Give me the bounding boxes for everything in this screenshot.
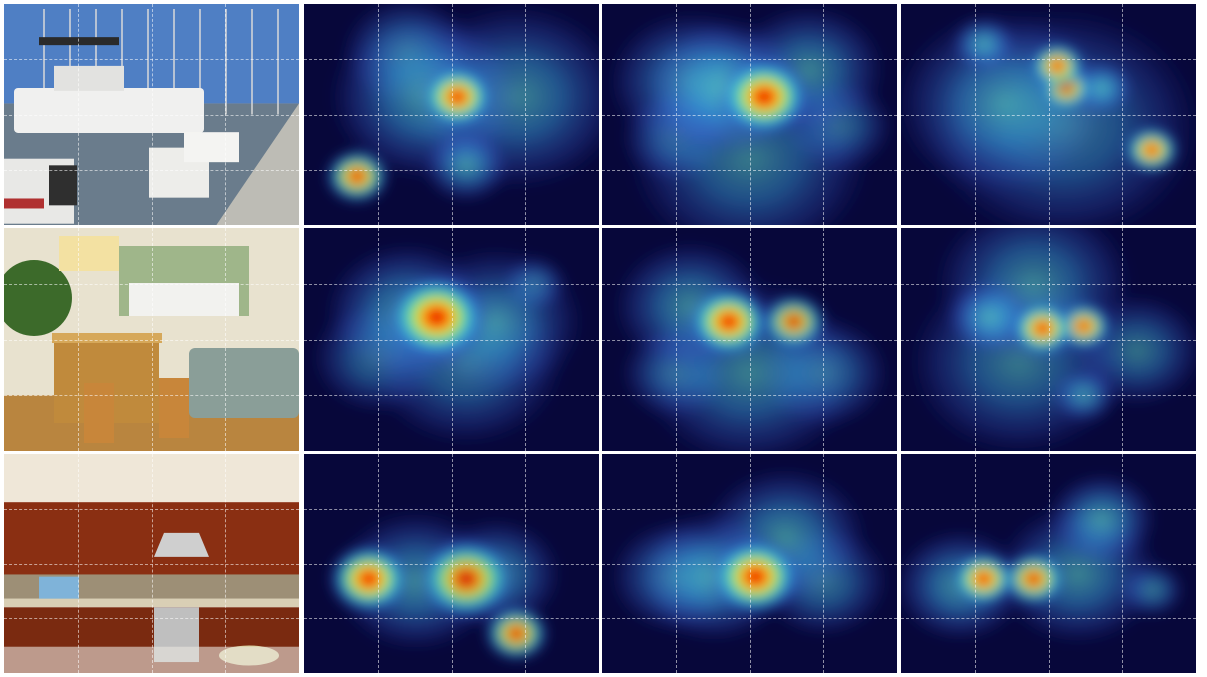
fixation-hotspot bbox=[326, 542, 412, 615]
heatmap-row3-col3 bbox=[901, 454, 1196, 673]
fixation-hotspot bbox=[1123, 125, 1181, 174]
heatmap-canvas bbox=[326, 509, 564, 663]
heatmap-canvas bbox=[612, 239, 891, 451]
heatmap-row1-col3 bbox=[901, 4, 1196, 225]
scene-photo-modern-kitchen bbox=[4, 454, 299, 673]
scene-photo-living-room-kitchen-bar bbox=[4, 228, 299, 451]
heatmap-row1-col2 bbox=[602, 4, 897, 225]
tv-screen bbox=[39, 576, 79, 599]
ceiling bbox=[4, 454, 299, 503]
heatmap-canvas bbox=[901, 6, 1196, 225]
boat-cabin bbox=[54, 65, 124, 91]
fixation-hotspot bbox=[1000, 550, 1067, 607]
countertop bbox=[4, 598, 299, 608]
fixation-hotspot bbox=[324, 148, 391, 205]
scene-photo-harbor-boats bbox=[4, 4, 299, 225]
heatmap-canvas bbox=[606, 4, 895, 225]
boat-name-plate bbox=[4, 198, 44, 209]
scene-photo-drawing bbox=[4, 454, 299, 673]
scene-photo-drawing bbox=[4, 228, 299, 451]
figure-grid bbox=[4, 4, 1202, 673]
floor bbox=[4, 646, 299, 673]
scene-photo-drawing bbox=[4, 4, 299, 225]
heatmap-row1-col1 bbox=[304, 4, 599, 225]
boat-canopy bbox=[39, 37, 119, 46]
fixation-hotspot bbox=[1050, 366, 1118, 424]
fixation-hotspot bbox=[708, 536, 803, 617]
fixation-hotspot bbox=[686, 285, 772, 358]
bar-stool bbox=[159, 378, 189, 438]
trash-can bbox=[49, 165, 77, 206]
heatmap-canvas bbox=[310, 241, 586, 448]
fixation-hotspot bbox=[1029, 41, 1086, 90]
fixation-hotspot bbox=[717, 56, 812, 137]
fixation-hotspot bbox=[950, 550, 1017, 607]
bar-stool bbox=[84, 383, 114, 443]
plant bbox=[4, 260, 72, 336]
heatmap-canvas bbox=[901, 472, 1186, 646]
fixation-hotspot bbox=[419, 64, 496, 129]
fixation-hotspot bbox=[415, 535, 517, 622]
upper-cabinets bbox=[4, 502, 299, 579]
heatmap-canvas bbox=[324, 4, 599, 205]
pendant-lamp bbox=[59, 236, 119, 271]
boat-hull bbox=[14, 87, 204, 133]
heatmap-canvas bbox=[906, 228, 1196, 451]
bar-top bbox=[52, 333, 162, 343]
heatmap-canvas bbox=[608, 465, 891, 644]
fixation-hotspot bbox=[1009, 300, 1076, 357]
fixation-hotspot bbox=[421, 127, 512, 204]
dock bbox=[216, 103, 299, 225]
curtain bbox=[129, 283, 239, 316]
heatmap-row2-col3 bbox=[901, 228, 1196, 451]
fixation-hotspot bbox=[1045, 472, 1158, 568]
heatmap-row2-col1 bbox=[304, 228, 599, 451]
dock-box bbox=[184, 132, 239, 163]
heatmap-row3-col2 bbox=[602, 454, 897, 673]
heatmap-row3-col1 bbox=[304, 454, 599, 673]
sofa bbox=[189, 348, 299, 418]
fixation-hotspot bbox=[482, 604, 551, 663]
fixation-hotspot bbox=[384, 273, 489, 362]
fixation-hotspot bbox=[760, 293, 828, 351]
fixation-hotspot bbox=[949, 15, 1018, 73]
range-hood bbox=[154, 532, 209, 557]
heatmap-row2-col2 bbox=[602, 228, 897, 451]
